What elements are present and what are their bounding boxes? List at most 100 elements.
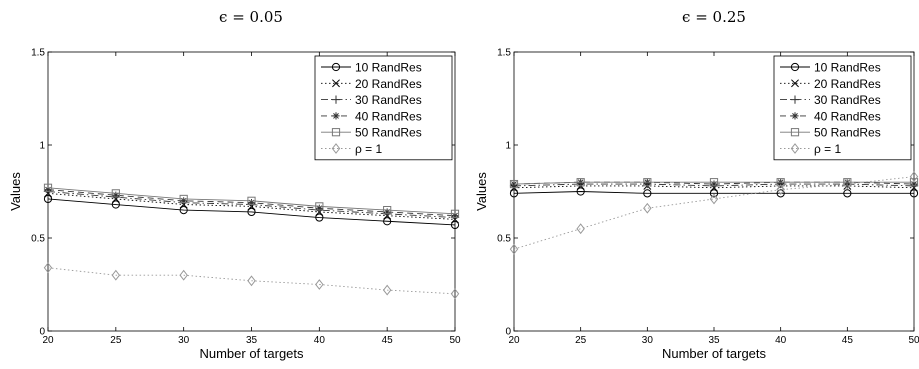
chart2-data-point [843,189,852,198]
chart2-data-point [509,179,519,189]
chart2-legend-label: 40 RandRes [814,109,881,123]
chart1-data-point [247,199,256,207]
chart1-data-point [382,284,392,296]
chart1-legend-box [314,55,453,161]
chart2-data-point [776,184,785,196]
chart1-ytick-label: 1 [39,141,45,152]
chart1-legend-label: 20 RandRes [355,77,422,91]
chart2-data-point [910,180,918,188]
chart1-legend-marker [332,79,340,88]
chart1-ytick-label: 0.5 [31,234,45,245]
chart2-legend-label: 10 RandRes [814,61,881,75]
chart2-ytick-label: 1.5 [497,48,511,59]
chart2-legend-marker [790,128,800,137]
chart1-data-point [179,269,188,281]
chart2-data-point [709,178,719,187]
chart1-ytick-label: 1.5 [31,48,45,59]
chart1-ytick-label: 0 [39,327,45,338]
chart1-data-point [111,189,120,198]
chart2-ytick-label: 0.5 [497,234,511,245]
chart2-data-point [509,243,519,255]
chart2-series-line [513,191,914,194]
chart1-series-5 [43,183,460,218]
chart1-series-line [47,187,456,215]
chart1-data-point [44,186,52,194]
chart2-series-line [513,176,915,250]
chart2-xlabel: Number of targets [662,346,767,361]
chart1-data-point [315,202,324,211]
chart2-data-point [909,171,919,183]
chart1-data-point [179,194,188,204]
chart2-legend-label: ρ = 1 [814,142,842,156]
chart2-legend-label: 30 RandRes [814,93,881,107]
chart1-legend-label: 10 RandRes [355,61,422,75]
chart2-data-point [843,178,852,190]
chart2-legend-label: 20 RandRes [814,77,881,91]
chart1-xtick-label: 35 [246,335,258,346]
chart1-data-point [43,262,53,274]
chart2-data-point [709,193,719,205]
chart1-data-point [315,204,323,212]
chart1-xlabel: Number of targets [199,346,304,361]
chart2-ylabel: Values [474,172,489,211]
chart1-legend-label: 30 RandRes [355,93,422,107]
chart1-panel: ϵ = 0.05 20 25 30 35 40 45 50 0 0.5 1 1.5 Number of … [8,8,461,361]
chart1-ylabel: Values [8,172,23,211]
chart1-data-point [247,196,256,205]
chart1-legend-marker [331,143,341,154]
chart1-series-6 [43,262,460,300]
chart2-xtick-label: 45 [842,335,854,346]
chart1-series-line [47,198,456,226]
chart1-title: ϵ = 0.05 [219,8,283,26]
chart2-xtick-label: 25 [575,335,587,346]
chart1-data-point [180,197,188,205]
chart1-data-point [450,288,460,300]
chart2-legend-marker [791,79,799,88]
chart2-ytick-label: 0 [505,327,511,338]
chart2-data-point [843,178,852,187]
chart2-xtick-label: 50 [908,335,919,346]
chart1-series-line [47,267,456,295]
chart1-data-point [315,279,324,290]
chart2-ytick-label: 1 [505,141,511,152]
chart2-data-point [710,180,718,188]
chart1-legend-marker [331,128,341,137]
chart1-legend-label: 40 RandRes [355,109,422,123]
chart1-legend-label: ρ = 1 [355,142,383,156]
chart2-xtick-label: 40 [775,335,787,346]
chart1-xtick-label: 40 [314,335,326,346]
chart2-xtick-label: 35 [708,335,720,346]
chart1-data-point [112,191,120,199]
chart1-data-point [451,212,459,220]
chart2-series-line [513,181,914,185]
chart2-series-6 [509,171,919,255]
chart2-xtick-label: 20 [508,335,520,346]
chart2-series-5 [509,178,919,189]
chart1-legend-label: 50 RandRes [355,126,422,140]
chart1-series-4 [44,186,459,220]
chart1-legend-marker [332,112,340,120]
chart2-data-point [776,189,785,198]
chart1-xtick-label: 45 [382,335,394,346]
chart1-data-point [383,208,391,216]
chart2-legend-marker [790,95,800,104]
chart1-data-point [247,275,256,287]
chart1-data-point [111,269,121,281]
chart1-xtick-label: 30 [178,335,190,346]
chart2-legend: 10 RandRes 20 RandRes 30 RandRes 40 RandRes… [773,55,912,161]
chart2-data-point [909,178,919,187]
chart1-xtick-label: 25 [110,335,122,346]
chart2-xtick-label: 30 [642,335,654,346]
chart1-xtick-label: 50 [449,335,461,346]
chart2-legend-label: 50 RandRes [814,126,881,140]
chart2-title: ϵ = 0.25 [682,8,746,26]
chart2-series-1 [509,187,919,198]
chart2-legend-marker [791,112,799,120]
chart2-data-point [643,189,652,198]
chart1-legend-marker [331,95,341,104]
chart1-legend: 10 RandRes 20 RandRes 30 RandRes 40 RandRes… [314,55,453,161]
chart2-legend-box [773,55,912,161]
chart2-data-point [643,202,652,214]
chart2-data-point [643,178,652,187]
